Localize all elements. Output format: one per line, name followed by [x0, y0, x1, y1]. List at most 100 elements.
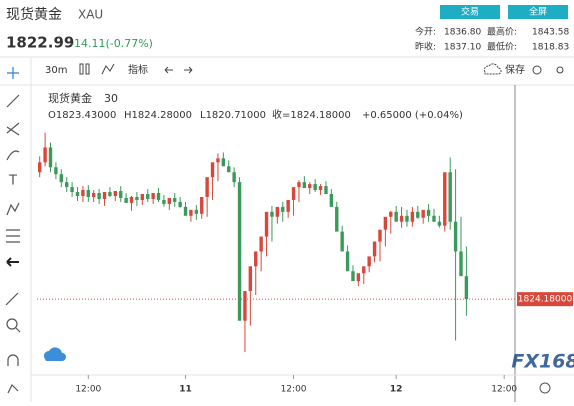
- candle-body: [291, 187, 296, 200]
- candle-body: [178, 201, 182, 207]
- candle-body: [351, 271, 355, 282]
- candle-body: [210, 162, 215, 178]
- indicators[interactable]: 指标: [128, 63, 148, 76]
- candle-body: [173, 197, 177, 202]
- candle-body: [459, 251, 463, 277]
- settings-icon[interactable]: [539, 382, 551, 394]
- candle-body: [156, 193, 161, 200]
- candle-body: [92, 193, 96, 197]
- save[interactable]: 保存: [505, 63, 525, 76]
- candle-body: [367, 256, 371, 267]
- price: 1822.99: [6, 34, 74, 52]
- candle-body: [394, 211, 398, 222]
- candle-body: [102, 192, 107, 199]
- candle-body: [189, 209, 193, 216]
- title: 现货黄金: [6, 6, 62, 23]
- candle-body: [113, 191, 118, 196]
- candle-body: [151, 193, 155, 199]
- candle-body: [81, 190, 85, 196]
- candle-body: [281, 206, 285, 212]
- candle-body: [65, 182, 69, 188]
- candle-body: [356, 273, 361, 282]
- x-tick-label: 12:00: [491, 385, 517, 395]
- candle-body: [70, 187, 74, 193]
- candle-body: [426, 209, 431, 216]
- candle-body: [410, 211, 415, 222]
- candle-body: [248, 266, 253, 292]
- candle-body: [383, 216, 388, 230]
- candle-body: [259, 236, 263, 252]
- change: -14.11(-0.77%): [70, 37, 153, 50]
- trade-button-label[interactable]: 交易: [461, 6, 479, 18]
- interval[interactable]: 30m: [45, 65, 67, 76]
- candle-body: [86, 190, 91, 197]
- candle-body: [399, 215, 404, 222]
- ohlc-value: 收=1824.18000: [272, 108, 351, 121]
- chart-interval: 30: [104, 92, 118, 105]
- fullscreen-button-label[interactable]: 全屏: [529, 6, 547, 18]
- ohlc-value: +0.65000 (+0.04%): [362, 110, 463, 121]
- watermark: FX168: [511, 351, 574, 373]
- candle-body: [183, 206, 188, 216]
- candle-body: [135, 196, 139, 200]
- stat: 今开:: [415, 26, 436, 38]
- fullscreen-button[interactable]: [508, 5, 568, 19]
- candle-body: [270, 211, 274, 217]
- candle-body: [297, 182, 301, 188]
- candle-body: [59, 174, 64, 183]
- ohlc-value: L1820.71000: [200, 110, 266, 121]
- cloud-icon: [43, 347, 66, 361]
- candle-body: [372, 241, 377, 257]
- candle-body: [318, 186, 323, 191]
- candle-body: [345, 251, 350, 272]
- candle-body: [43, 147, 47, 163]
- stat: 1837.10: [444, 43, 481, 53]
- candle-body: [302, 182, 307, 189]
- candle-body: [437, 221, 442, 226]
- candle-body: [389, 211, 393, 217]
- candle-body: [286, 199, 290, 212]
- stat: 昨收:: [415, 41, 436, 53]
- last-price-box: [517, 292, 573, 307]
- candle-body: [119, 191, 123, 198]
- candle-body: [243, 291, 247, 321]
- candle-body: [340, 231, 344, 252]
- candle-body: [216, 158, 220, 163]
- candle-body: [140, 194, 145, 200]
- candle-body: [432, 215, 436, 222]
- candle-body: [443, 172, 447, 226]
- x-tick-label: 12:00: [75, 385, 101, 395]
- ohlc-value: O1823.43000: [48, 110, 116, 121]
- candle-body: [205, 177, 209, 197]
- candle-body: [324, 186, 328, 195]
- candle-body: [162, 199, 166, 204]
- last-price-label: 1824.18000: [518, 295, 573, 305]
- drawing-tools: T: [5, 67, 21, 394]
- candle-body: [378, 229, 382, 242]
- stat: 1843.58: [532, 28, 569, 38]
- candle-body: [129, 196, 134, 203]
- candle-body: [329, 194, 334, 207]
- candle-body: [448, 172, 452, 222]
- candle-body: [264, 211, 269, 237]
- candle-body: [124, 197, 128, 203]
- candle-body: [313, 184, 317, 191]
- candle-body: [405, 215, 409, 222]
- candle-body: [75, 192, 80, 196]
- candle-body: [54, 167, 58, 175]
- candle-body: [97, 193, 101, 199]
- x-tick-label: 11: [179, 385, 192, 395]
- trade-button[interactable]: [440, 5, 500, 19]
- candle-body: [108, 192, 112, 196]
- candle-body: [464, 276, 469, 300]
- stat: 最低价:: [487, 41, 517, 53]
- x-tick-label: 12: [390, 385, 403, 395]
- candle-body: [48, 147, 53, 168]
- toolbar-icons: [79, 63, 564, 75]
- candle-body: [38, 162, 42, 173]
- candle-body: [167, 197, 172, 204]
- stat: 1836.80: [444, 28, 481, 38]
- candle-body: [453, 221, 458, 252]
- candle-body: [194, 209, 199, 214]
